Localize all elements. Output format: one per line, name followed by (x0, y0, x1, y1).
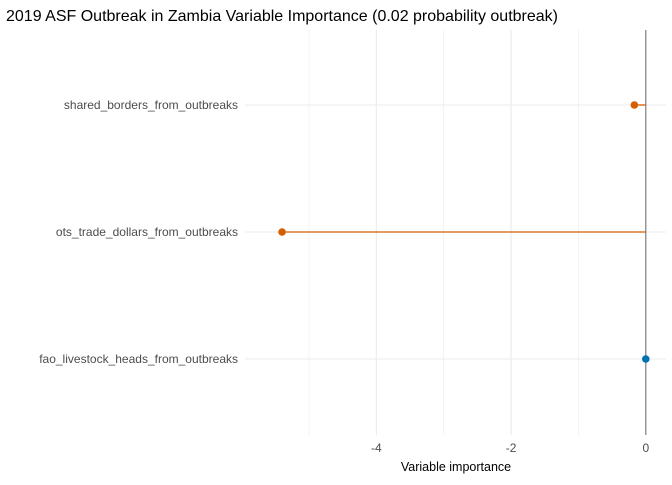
x-tick-label: -2 (506, 441, 517, 455)
x-tick-label: 0 (642, 441, 649, 455)
data-marks (278, 101, 650, 363)
chart-title: 2019 ASF Outbreak in Zambia Variable Imp… (6, 8, 558, 25)
x-tick-label: -4 (371, 441, 382, 455)
y-tick-label: ots_trade_dollars_from_outbreaks (56, 225, 238, 239)
lollipop-point (630, 101, 639, 109)
x-axis-labels: -4 -2 0 (371, 441, 649, 455)
lollipop-point (641, 355, 650, 363)
y-axis-labels: shared_borders_from_outbreaks ots_trade_d… (39, 98, 238, 366)
y-tick-label: fao_livestock_heads_from_outbreaks (39, 352, 238, 366)
y-tick-label: shared_borders_from_outbreaks (64, 98, 238, 112)
x-axis-title: Variable importance (401, 460, 511, 474)
lollipop-point (278, 228, 286, 236)
